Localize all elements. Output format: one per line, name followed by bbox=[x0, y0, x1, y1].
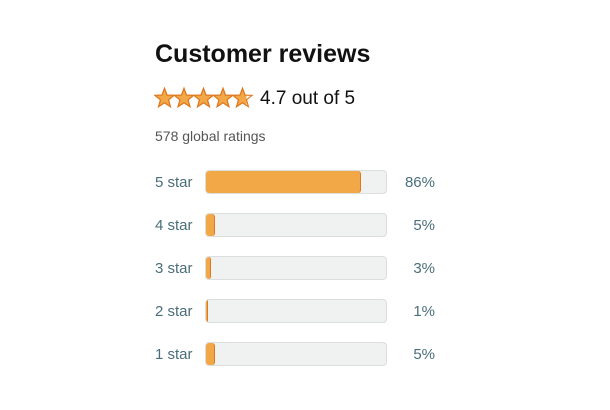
star-label[interactable]: 4 star bbox=[155, 217, 193, 234]
star-rating bbox=[154, 86, 254, 108]
bar-fill bbox=[206, 257, 212, 279]
rating-row[interactable]: 1 star 5% bbox=[155, 342, 435, 368]
bar-track bbox=[205, 342, 387, 366]
percent-label[interactable]: 1% bbox=[413, 303, 435, 320]
star-label[interactable]: 5 star bbox=[155, 174, 193, 191]
total-ratings[interactable]: 578 global ratings bbox=[155, 128, 266, 144]
percent-label[interactable]: 3% bbox=[413, 260, 435, 277]
star-fill bbox=[192, 86, 215, 108]
bar-fill bbox=[206, 343, 215, 365]
star-label[interactable]: 1 star bbox=[155, 346, 193, 363]
percent-label[interactable]: 5% bbox=[413, 217, 435, 234]
rating-text: 4.7 out of 5 bbox=[260, 88, 356, 109]
bar-track bbox=[205, 299, 387, 323]
bar-track bbox=[205, 256, 387, 280]
rating-row[interactable]: 5 star 86% bbox=[155, 170, 435, 196]
rating-row[interactable]: 3 star 3% bbox=[155, 256, 435, 282]
bar-fill bbox=[206, 300, 208, 322]
rating-row[interactable]: 2 star 1% bbox=[155, 299, 435, 325]
percent-label[interactable]: 5% bbox=[413, 346, 435, 363]
star-fill bbox=[172, 86, 196, 108]
bar-track bbox=[205, 213, 387, 237]
star-label[interactable]: 2 star bbox=[155, 303, 193, 320]
star-fill bbox=[231, 86, 247, 108]
title: Customer reviews bbox=[155, 40, 371, 68]
bar-fill bbox=[206, 214, 215, 236]
bar-track bbox=[205, 170, 387, 194]
rating-row[interactable]: 4 star 5% bbox=[155, 213, 435, 239]
star-fill bbox=[154, 86, 176, 108]
star-label[interactable]: 3 star bbox=[155, 260, 193, 277]
star-fill bbox=[211, 86, 235, 108]
percent-label[interactable]: 86% bbox=[404, 174, 435, 191]
bar-fill bbox=[206, 171, 361, 193]
